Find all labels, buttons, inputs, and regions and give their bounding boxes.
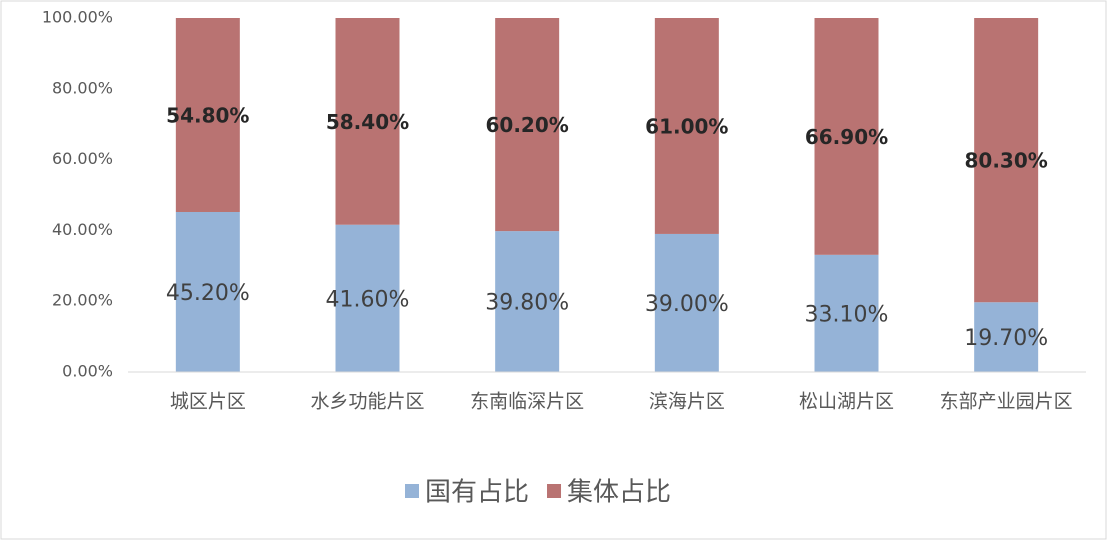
x-tick-label: 东南临深片区 (470, 391, 584, 413)
legend-label: 集体占比 (567, 478, 671, 508)
x-tick-label: 水乡功能片区 (310, 391, 424, 413)
x-tick-label: 滨海片区 (649, 391, 725, 413)
y-tick-label: 0.00% (62, 362, 113, 381)
data-label: 61.00% (645, 114, 728, 138)
bar-segment (175, 211, 240, 372)
bar-segment (495, 231, 560, 372)
bar-segment (814, 254, 879, 372)
bar-segment (654, 18, 719, 234)
data-label: 58.40% (326, 110, 409, 134)
data-label: 54.80% (166, 103, 249, 127)
data-label: 80.30% (965, 149, 1048, 173)
data-label: 33.10% (805, 302, 889, 327)
data-label: 60.20% (486, 113, 569, 137)
bar-segment (974, 18, 1039, 303)
bar-segment (654, 233, 719, 372)
data-label: 19.70% (964, 326, 1048, 351)
bar-segment (814, 18, 879, 255)
data-label: 39.80% (485, 291, 569, 316)
x-tick-label: 东部产业园片区 (940, 391, 1073, 413)
bar-segment (335, 224, 400, 372)
bar-segment (335, 18, 400, 225)
data-label: 39.00% (645, 292, 729, 317)
legend-swatch (405, 484, 419, 498)
bar-segment (974, 302, 1039, 372)
legend-swatch (547, 484, 562, 498)
data-label: 45.20% (166, 281, 250, 306)
bar-segment (495, 18, 560, 232)
legend-label: 国有占比 (425, 478, 529, 508)
data-label: 41.60% (326, 287, 410, 312)
y-tick-label: 40.00% (52, 220, 113, 239)
y-tick-label: 80.00% (52, 78, 113, 97)
bar-segment (175, 18, 240, 212)
data-label: 66.90% (805, 125, 888, 149)
x-tick-label: 城区片区 (170, 391, 246, 413)
y-tick-label: 100.00% (42, 8, 113, 27)
y-tick-label: 20.00% (52, 291, 113, 310)
x-tick-label: 松山湖片区 (799, 391, 894, 413)
y-tick-label: 60.00% (52, 149, 113, 168)
